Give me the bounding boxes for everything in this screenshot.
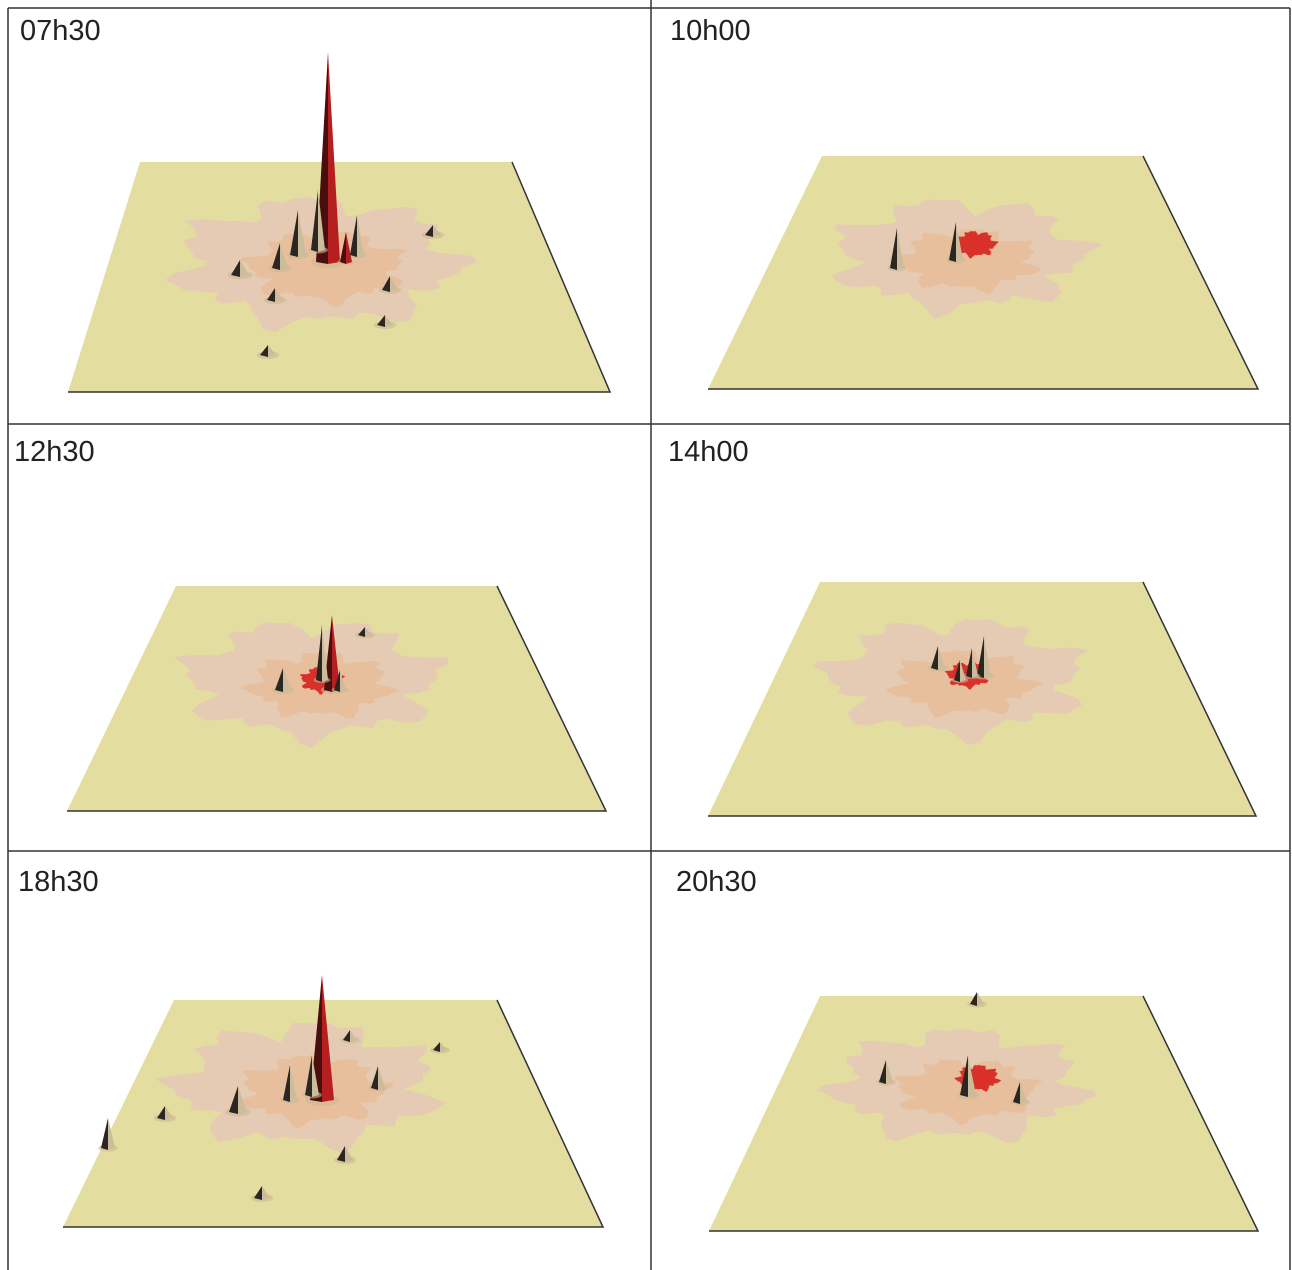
grid-frame	[7, 0, 1291, 1270]
surface-plot	[68, 52, 612, 393]
peak-right	[385, 315, 393, 327]
peak-left	[275, 668, 283, 692]
peak-left	[371, 1066, 378, 1090]
peak-right	[346, 232, 352, 264]
peak-left	[1013, 1082, 1020, 1104]
peak-right	[322, 975, 334, 1102]
peak-left	[879, 1060, 886, 1084]
peak-right	[328, 52, 340, 264]
plane-edge	[67, 585, 608, 812]
peak-left	[231, 260, 240, 277]
panels	[63, 52, 1260, 1232]
peak-left	[157, 1106, 165, 1120]
peak-left	[267, 288, 275, 302]
peak-left	[890, 228, 897, 270]
peak-left	[425, 225, 433, 237]
plane-edge	[708, 581, 1258, 817]
surface-plot	[63, 975, 605, 1228]
peak-left	[337, 1146, 345, 1162]
panel-label: 18h30	[18, 866, 99, 898]
peak-right	[275, 288, 283, 302]
peak-left	[340, 232, 346, 264]
peak-left	[290, 210, 298, 257]
peak-right	[433, 225, 441, 237]
peak-right	[968, 1055, 976, 1097]
peak-right	[977, 992, 984, 1006]
plane-edge	[708, 155, 1260, 390]
peak-left	[101, 1118, 108, 1150]
peak-right	[290, 1065, 297, 1102]
peak-left	[960, 1055, 968, 1097]
peak-left	[931, 646, 938, 670]
peak-left	[254, 1186, 262, 1200]
peak-left	[316, 625, 322, 682]
inner-region	[889, 229, 1043, 295]
peak-right	[956, 222, 963, 262]
peak-left	[966, 648, 972, 678]
peak-left	[272, 243, 280, 270]
peak-left	[433, 1042, 440, 1052]
peak-left	[377, 315, 385, 327]
peak-left	[977, 636, 984, 678]
peak-right	[240, 260, 249, 277]
peak-right	[108, 1118, 115, 1150]
panel-label: 10h00	[670, 15, 751, 47]
peak-left	[350, 215, 357, 257]
peak-right	[984, 636, 991, 678]
surface-plot	[67, 585, 608, 812]
peak-right	[357, 215, 364, 257]
peak-right	[938, 646, 945, 670]
peak-right	[365, 627, 372, 637]
peak-left	[358, 627, 365, 637]
peak-right	[886, 1060, 893, 1084]
plane-edge	[709, 995, 1260, 1232]
peak-left	[334, 670, 340, 692]
peak-right	[298, 210, 306, 257]
peak-right	[262, 1186, 270, 1200]
peak-right	[283, 668, 291, 692]
panel-label: 14h00	[668, 436, 749, 468]
peak-right	[897, 228, 904, 270]
peak-left	[311, 190, 318, 252]
peak-left	[229, 1086, 238, 1114]
peak-right	[340, 670, 346, 692]
peak-right	[268, 345, 276, 357]
peak-left	[954, 660, 960, 682]
peak-left	[260, 345, 268, 357]
peak-right	[972, 648, 978, 678]
peak-left	[970, 992, 977, 1006]
surface-plot	[708, 581, 1258, 817]
peak-right	[345, 1146, 353, 1162]
peak-right	[165, 1106, 173, 1120]
panel-label: 07h30	[20, 15, 101, 47]
panel-label: 12h30	[14, 436, 95, 468]
surface-plot	[709, 992, 1260, 1232]
peak-right	[312, 1055, 319, 1097]
peak-left	[343, 1030, 350, 1042]
hot-region	[953, 231, 999, 259]
peak-right	[378, 1066, 385, 1090]
peak-right	[238, 1086, 247, 1114]
peak-left	[382, 276, 390, 292]
peak-right	[332, 615, 340, 692]
peak-right	[318, 190, 325, 252]
peak-right	[280, 243, 288, 270]
peak-right	[350, 1030, 357, 1042]
peak-right	[960, 660, 966, 682]
peak-left	[283, 1065, 290, 1102]
peak-left	[305, 1055, 312, 1097]
peak-right	[440, 1042, 447, 1052]
plane-edge	[63, 999, 605, 1228]
peak-right	[390, 276, 398, 292]
peak-right	[1020, 1082, 1027, 1104]
surface-plot	[708, 155, 1260, 390]
panel-label: 20h30	[676, 866, 757, 898]
peak-left	[949, 222, 956, 262]
plane-edge	[68, 161, 612, 393]
peak-right	[322, 625, 328, 682]
